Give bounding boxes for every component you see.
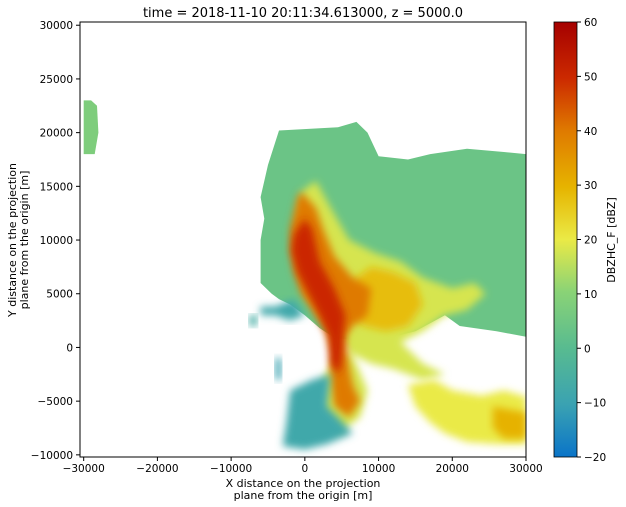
y-tick-label: 25000 [40,74,73,86]
y-axis-ticks: −10000 −5000 0 5000 10000 15000 20000 25000 3000… [31,20,80,462]
colorbar: −20 −10 0 10 20 30 40 50 60 DBZHC_F [dBZ] [554,17,618,464]
x-tick-label: 20000 [436,463,469,475]
x-tick-label: −10000 [210,463,252,475]
y-tick-label: 5000 [46,289,73,301]
y-tick-label: 30000 [40,20,73,32]
colorbar-tick-label: 10 [584,289,597,301]
colorbar-tick-label: −10 [584,398,606,410]
x-tick-label: −20000 [136,463,178,475]
data-region-8 [275,358,281,380]
colorbar-tick-label: 50 [584,71,597,83]
x-tick-label: 0 [301,463,308,475]
data-regions [84,100,526,449]
x-tick-label: −30000 [63,463,105,475]
y-tick-label: −5000 [37,396,73,408]
x-tick-label: 10000 [362,463,395,475]
y-tick-label: 10000 [40,235,73,247]
x-tick-label: 30000 [509,463,542,475]
colorbar-tick-label: 0 [584,343,591,355]
y-tick-label: 20000 [40,128,73,140]
y-axis-label-line-2: plane from the origin [m] [18,171,31,310]
x-axis-ticks: −30000 −20000 −10000 0 10000 20000 30000 [63,457,543,475]
colorbar-label: DBZHC_F [dBZ] [605,197,618,282]
colorbar-ticks: −20 −10 0 10 20 30 40 50 60 [577,17,606,464]
colorbar-tick-label: 40 [584,126,597,138]
colorbar-tick-label: −20 [584,452,606,464]
chart-title: time = 2018-11-10 20:11:34.613000, z = 5… [143,6,463,21]
plot-area: −30000 −20000 −10000 0 10000 20000 30000 −1000… [31,20,543,475]
colorbar-tick-label: 20 [584,235,597,247]
y-tick-label: −10000 [31,450,73,462]
y-tick-label: 15000 [40,181,73,193]
y-tick-label: 0 [66,342,73,354]
data-region-0 [84,100,99,154]
colorbar-bar [554,22,577,457]
colorbar-tick-label: 60 [584,17,597,29]
data-region-7 [250,315,257,326]
x-axis-label-line-2: plane from the origin [m] [234,489,373,502]
colorbar-tick-label: 30 [584,180,597,192]
